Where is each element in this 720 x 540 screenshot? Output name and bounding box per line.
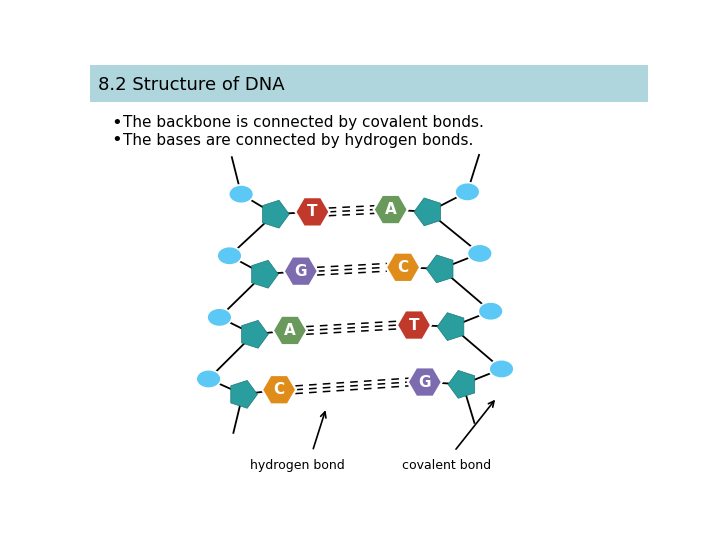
Polygon shape xyxy=(397,310,431,340)
Text: C: C xyxy=(274,382,284,397)
Text: T: T xyxy=(409,318,419,333)
Text: covalent bond: covalent bond xyxy=(402,459,491,472)
Text: 8.2 Structure of DNA: 8.2 Structure of DNA xyxy=(98,76,284,94)
Text: A: A xyxy=(384,202,397,217)
Polygon shape xyxy=(386,253,420,282)
Text: C: C xyxy=(397,260,409,275)
Polygon shape xyxy=(374,195,408,224)
Text: T: T xyxy=(307,204,318,219)
Text: The backbone is connected by covalent bonds.: The backbone is connected by covalent bo… xyxy=(122,115,483,130)
Polygon shape xyxy=(263,200,289,228)
Ellipse shape xyxy=(196,370,221,388)
Text: G: G xyxy=(294,264,307,279)
Text: hydrogen bond: hydrogen bond xyxy=(250,459,344,472)
Polygon shape xyxy=(437,313,464,341)
Text: A: A xyxy=(284,323,296,338)
Polygon shape xyxy=(408,367,442,397)
Text: •: • xyxy=(112,131,122,149)
Ellipse shape xyxy=(478,302,503,320)
Ellipse shape xyxy=(467,244,492,262)
Polygon shape xyxy=(284,256,318,286)
Ellipse shape xyxy=(455,183,480,201)
Ellipse shape xyxy=(489,360,514,378)
Polygon shape xyxy=(231,381,258,408)
Polygon shape xyxy=(414,198,441,226)
Ellipse shape xyxy=(229,185,253,204)
Text: The bases are connected by hydrogen bonds.: The bases are connected by hydrogen bond… xyxy=(122,133,473,148)
Polygon shape xyxy=(295,197,330,227)
Polygon shape xyxy=(448,370,474,399)
Polygon shape xyxy=(426,255,453,283)
Polygon shape xyxy=(242,320,269,348)
Bar xyxy=(90,65,648,102)
Text: G: G xyxy=(418,375,431,389)
Text: •: • xyxy=(112,113,122,132)
Polygon shape xyxy=(273,316,307,345)
Ellipse shape xyxy=(217,247,242,265)
Ellipse shape xyxy=(207,308,232,327)
Polygon shape xyxy=(262,375,296,404)
Polygon shape xyxy=(252,260,279,288)
